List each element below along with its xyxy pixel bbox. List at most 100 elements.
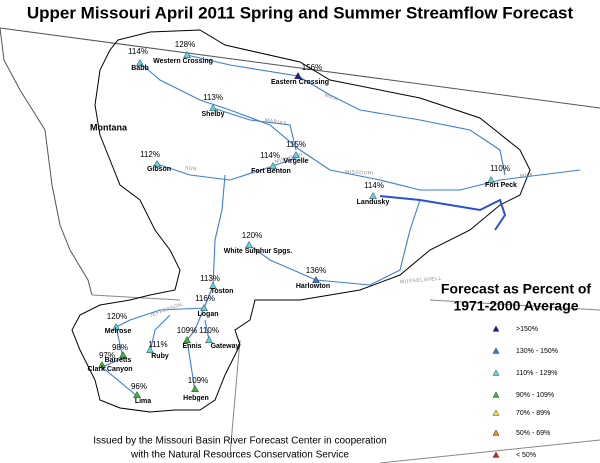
legend-title: Forecast as Percent of <box>441 281 592 297</box>
station-percent: 110% <box>199 326 219 335</box>
river <box>186 174 226 392</box>
station-name: Ennis <box>182 343 201 350</box>
river <box>156 157 297 181</box>
station-percent: 109% <box>188 376 208 385</box>
station-name: Toston <box>211 288 234 295</box>
footer: with the Natural Resources Conservation … <box>130 450 349 461</box>
legend-label: 110% - 129% <box>516 370 558 377</box>
station-name: Ruby <box>151 353 169 360</box>
station-marker <box>294 71 302 80</box>
station-percent: 114% <box>364 181 384 190</box>
station-name: Shelby <box>202 111 225 118</box>
station-marker <box>269 161 277 170</box>
station-name: White Sulphur Spgs. <box>224 248 292 255</box>
legend-label: 130% - 150% <box>516 348 558 355</box>
station-percent: 116% <box>195 294 215 303</box>
river-label: MARIAS <box>264 117 287 127</box>
legend-marker <box>492 391 500 398</box>
river <box>186 54 506 176</box>
station-marker <box>153 159 161 168</box>
river-label: MISSOURI <box>345 169 374 176</box>
station-name: Harlowton <box>296 283 330 290</box>
station-name: Barretts <box>105 357 132 364</box>
station-name: Clark Canyon <box>87 366 132 373</box>
station-name: Fort Benton <box>251 168 291 175</box>
river-label: MUSSELSHELL <box>400 276 442 286</box>
station-marker <box>183 335 191 344</box>
basin-outline <box>71 29 531 413</box>
station-name: Gibson <box>147 166 171 173</box>
station-name: Hebgen <box>183 395 209 402</box>
canada-border <box>0 27 600 109</box>
station-marker <box>183 50 191 59</box>
station-marker <box>200 303 208 312</box>
station-name: Lima <box>135 398 151 405</box>
legend-marker <box>492 429 500 436</box>
station-marker <box>136 58 144 67</box>
station-name: Virgelle <box>283 158 308 165</box>
station-marker <box>245 240 253 249</box>
station-marker <box>119 350 127 359</box>
station-percent: 110% <box>490 164 510 173</box>
station-name: Western Crossing <box>153 58 213 65</box>
station-marker <box>487 175 495 184</box>
station-marker <box>292 150 300 159</box>
station-percent: 120% <box>242 231 262 240</box>
station-percent: 156% <box>302 63 322 72</box>
station-marker <box>209 103 217 112</box>
state-label: Montana <box>90 122 128 132</box>
state-line <box>0 27 93 296</box>
legend-label: 70% - 89% <box>516 410 550 417</box>
station-marker <box>205 335 213 344</box>
station-percent: 98% <box>112 343 128 352</box>
station-percent: 120% <box>107 312 127 321</box>
legend-marker <box>492 369 500 376</box>
station-percent: 111% <box>148 340 167 349</box>
station-percent: 112% <box>140 150 160 159</box>
station-percent: 113% <box>203 93 223 102</box>
river <box>139 62 581 191</box>
station-marker <box>112 322 120 331</box>
station-name: Landusky <box>357 199 390 206</box>
station-name: Logan <box>198 311 219 318</box>
station-marker <box>146 345 154 354</box>
legend-label: >150% <box>516 326 538 333</box>
river <box>248 199 421 286</box>
legend: >150% 130% - 150% 110% - 129% 90% - 109% 70%… <box>492 325 558 459</box>
legend-label: 50% - 69% <box>516 430 550 437</box>
legend-title: 1971-2000 Average <box>453 298 578 314</box>
station-percent: 115% <box>286 140 306 149</box>
station-marker <box>312 275 320 284</box>
station-marker <box>98 360 106 369</box>
title: Upper Missouri April 2011 Spring and Sum… <box>27 3 574 22</box>
reservoir <box>379 195 507 231</box>
station-name: Melrose <box>105 328 132 335</box>
station-percent: 97% <box>99 351 115 360</box>
legend-marker <box>492 409 500 416</box>
station-percent: 128% <box>175 40 195 49</box>
station-marker <box>133 390 141 399</box>
legend-label: 90% - 109% <box>516 392 554 399</box>
station-marker <box>209 281 217 290</box>
stations: 114% Babb 128% Western Crossing 156% Eastern … <box>87 40 517 405</box>
station-name: Fort Peck <box>485 182 517 189</box>
footer: Issued by the Missouri Basin River Forec… <box>93 436 386 447</box>
river <box>149 314 210 353</box>
station-name: Eastern Crossing <box>271 79 329 86</box>
legend-label: < 50% <box>516 452 536 459</box>
station-percent: 136% <box>306 266 326 275</box>
river-label: MILK <box>324 92 339 102</box>
legend-marker <box>492 325 500 332</box>
station-marker <box>191 384 199 393</box>
station-percent: 109% <box>177 326 197 335</box>
state-line <box>91 294 600 463</box>
station-name: Babb <box>131 65 149 72</box>
legend-marker <box>492 347 500 354</box>
river-label: SUN <box>185 165 198 172</box>
station-percent: 114% <box>260 151 280 160</box>
station-marker <box>369 191 377 200</box>
river <box>212 107 297 151</box>
station-name: Gateway <box>211 343 240 350</box>
